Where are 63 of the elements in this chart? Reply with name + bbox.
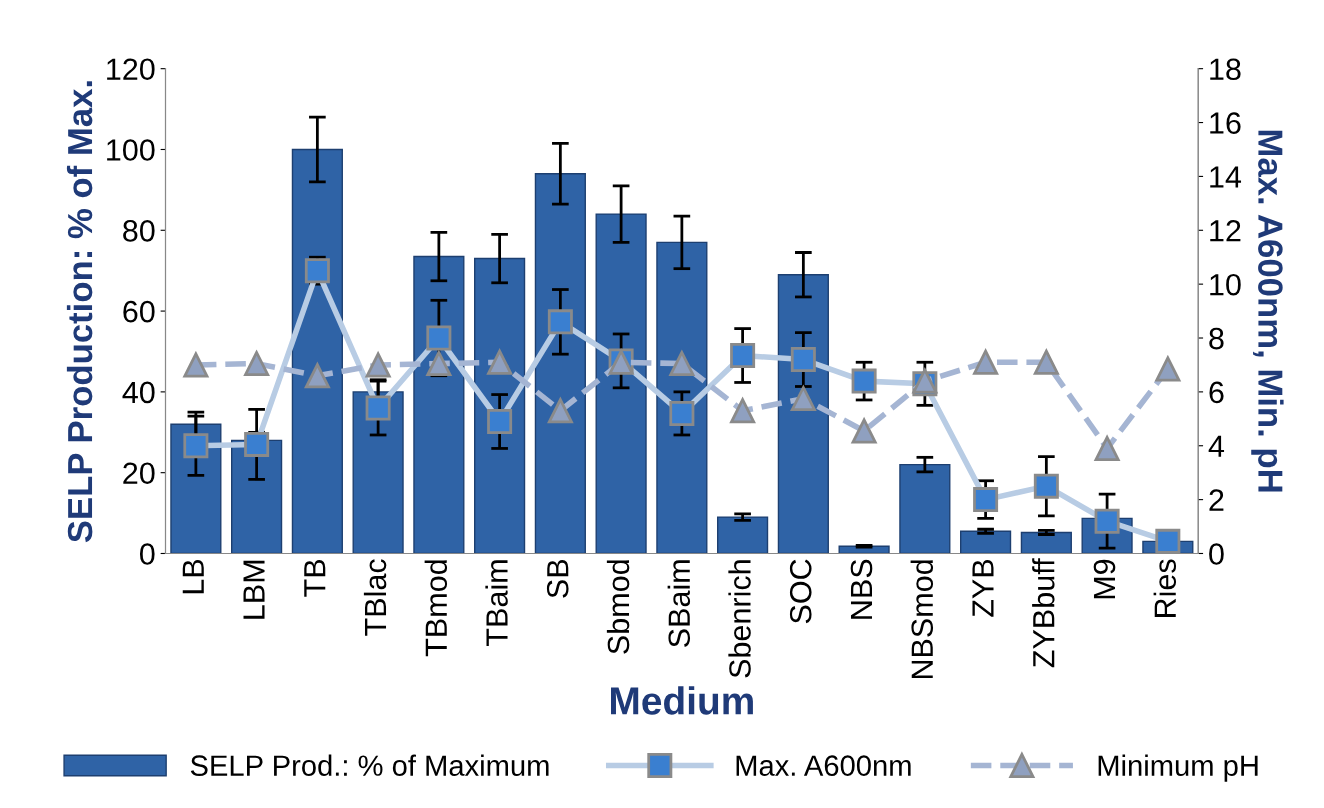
bar <box>899 463 951 554</box>
x-tick-label: SOC <box>789 559 812 624</box>
y2-tick-label: 6 <box>1209 381 1224 404</box>
y2-tick-label: 0 <box>1209 543 1224 565</box>
x-tick-label: ZYBbuff <box>1032 558 1055 668</box>
point <box>730 398 756 424</box>
legend-label: SELP Prod.: % of Maximum <box>190 754 549 776</box>
y2-tick-label: 8 <box>1209 327 1224 350</box>
x-tick-label: NBS <box>850 559 873 619</box>
y2-axis-title: Max. A600nm, Min. pH <box>1251 130 1284 492</box>
bar <box>1020 531 1072 554</box>
x-tick-label: TBmod <box>424 560 448 657</box>
x-tick-label: LBM <box>243 560 265 619</box>
x-tick-label: TB <box>304 559 326 597</box>
x-tick-label: Sbmod <box>606 560 630 654</box>
y2-tick-label: 2 <box>1209 489 1224 511</box>
x-tick-label: NBSmod <box>910 560 934 679</box>
point <box>244 351 270 377</box>
y-axis-title: SELP Production: % of Max. <box>66 81 93 543</box>
x-tick-label: Ries <box>1153 559 1177 617</box>
y2-tick-label: 10 <box>1210 273 1241 296</box>
x-tick-label: TBlac <box>363 559 387 636</box>
point <box>304 363 330 389</box>
x-tick-label: M9 <box>1093 559 1116 599</box>
point <box>183 352 209 378</box>
x-tick-label: Sbenrich <box>728 560 751 678</box>
x-tick-label: SB <box>546 559 569 598</box>
point <box>790 386 816 412</box>
y-tick-label: 40 <box>122 381 155 404</box>
point <box>851 418 877 444</box>
y-tick-label: 100 <box>107 139 155 161</box>
point <box>547 398 573 424</box>
legend-label: Minimum pH <box>1098 754 1258 782</box>
y2-tick-label: 14 <box>1210 166 1242 188</box>
bar <box>291 148 343 554</box>
x-tick-label: ZYB <box>972 559 994 617</box>
y-tick-label: 20 <box>123 462 155 485</box>
y2-tick-label: 16 <box>1210 112 1241 134</box>
point <box>1094 435 1120 461</box>
bar <box>595 213 647 554</box>
bar <box>534 173 586 554</box>
bar <box>959 530 1012 554</box>
legend-label: Max. A600nm <box>736 755 911 776</box>
y-tick-label: 0 <box>139 543 155 565</box>
bar <box>352 391 404 554</box>
bar <box>717 516 769 554</box>
x-tick-label: SBaim <box>667 560 691 647</box>
point <box>1155 356 1181 382</box>
point <box>365 352 391 378</box>
point <box>426 351 452 377</box>
point <box>487 349 513 375</box>
y-tick-label: 80 <box>123 220 155 242</box>
y-tick-label: 120 <box>107 58 155 81</box>
y2-tick-label: 4 <box>1208 435 1225 457</box>
y-tick-label: 60 <box>123 300 155 323</box>
y2-tick-label: 18 <box>1210 58 1241 81</box>
x-tick-label: TBaim <box>485 560 508 646</box>
y2-tick-label: 12 <box>1210 220 1241 242</box>
point <box>1033 349 1059 375</box>
x-tick-label: LB <box>182 559 204 594</box>
point <box>669 351 695 377</box>
x-axis-title: Medium <box>611 686 753 715</box>
point <box>973 349 999 375</box>
